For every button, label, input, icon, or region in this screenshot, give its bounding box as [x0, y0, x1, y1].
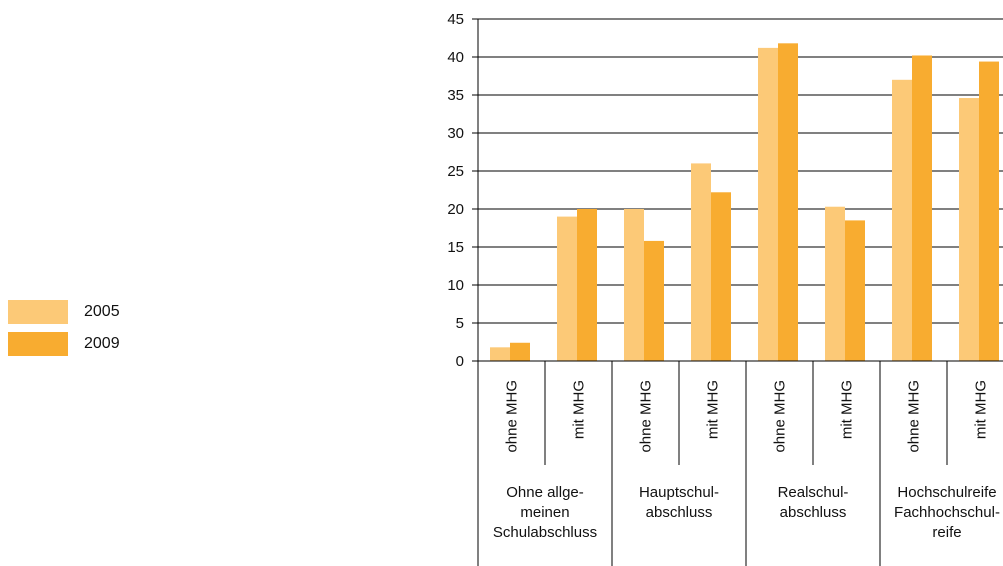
bar-2005 [892, 79, 912, 362]
bar-2005 [758, 47, 778, 361]
legend-label-2009: 2009 [84, 335, 120, 352]
x-category-label: mit MHG [705, 380, 722, 439]
y-tick-label: 15 [447, 239, 464, 256]
group-label: Hauptschul-abschluss [639, 484, 719, 521]
legend-label-2005: 2005 [84, 303, 120, 320]
bar-2009 [577, 209, 597, 361]
group-label-line: Schulabschluss [493, 524, 597, 541]
bar-2009 [979, 61, 999, 362]
legend: 2005 2009 [8, 297, 120, 361]
bar-2005 [557, 216, 577, 361]
legend-item-2005: 2005 [8, 297, 120, 327]
group-label: Ohne allge-meinen Schulabschluss [493, 484, 597, 541]
bar-2009 [845, 220, 865, 361]
group-label-line: reife [932, 524, 961, 541]
group-label-line: Ohne allge- [506, 484, 584, 501]
bar-2005 [490, 347, 510, 361]
y-tick-label: 5 [456, 315, 464, 332]
x-category-label: ohne MHG [772, 380, 789, 453]
bar-2005 [825, 206, 845, 361]
bar-2009 [778, 43, 798, 361]
group-label-line: Hochschulreife [897, 484, 996, 501]
bar-2009 [912, 55, 932, 361]
x-category-label: ohne MHG [906, 380, 923, 453]
bar-2009 [644, 240, 664, 361]
x-category-label: mit MHG [973, 380, 990, 439]
bar-2009 [510, 342, 530, 361]
group-label-line: abschluss [780, 504, 847, 521]
bar-2009 [711, 192, 731, 361]
x-category-label: mit MHG [571, 380, 588, 439]
group-label-line: Fachhochschul- [894, 504, 1000, 521]
group-label: Realschul-abschluss [778, 484, 849, 521]
y-tick-label: 35 [447, 87, 464, 104]
y-tick-label: 0 [456, 353, 464, 370]
bar-2005 [624, 209, 644, 361]
y-tick-label: 10 [447, 277, 464, 294]
legend-item-2009: 2009 [8, 329, 120, 359]
group-label-line: Realschul- [778, 484, 849, 501]
y-tick-label: 25 [447, 163, 464, 180]
legend-swatch-2009 [8, 332, 68, 356]
x-category-label: ohne MHG [504, 380, 521, 453]
y-tick-label: 30 [447, 125, 464, 142]
group-label: Hochschulreife Fachhochschul-reife [894, 484, 1000, 541]
x-category-label: mit MHG [839, 380, 856, 439]
group-label-line: abschluss [646, 504, 713, 521]
group-label-line: meinen [520, 504, 569, 521]
group-label-line: Hauptschul- [639, 484, 719, 501]
y-tick-label: 40 [447, 49, 464, 66]
y-tick-label: 45 [447, 11, 464, 28]
legend-swatch-2005 [8, 300, 68, 324]
bar-2005 [691, 163, 711, 361]
x-category-label: ohne MHG [638, 380, 655, 453]
bar-2005 [959, 98, 979, 361]
y-tick-label: 20 [447, 201, 464, 218]
